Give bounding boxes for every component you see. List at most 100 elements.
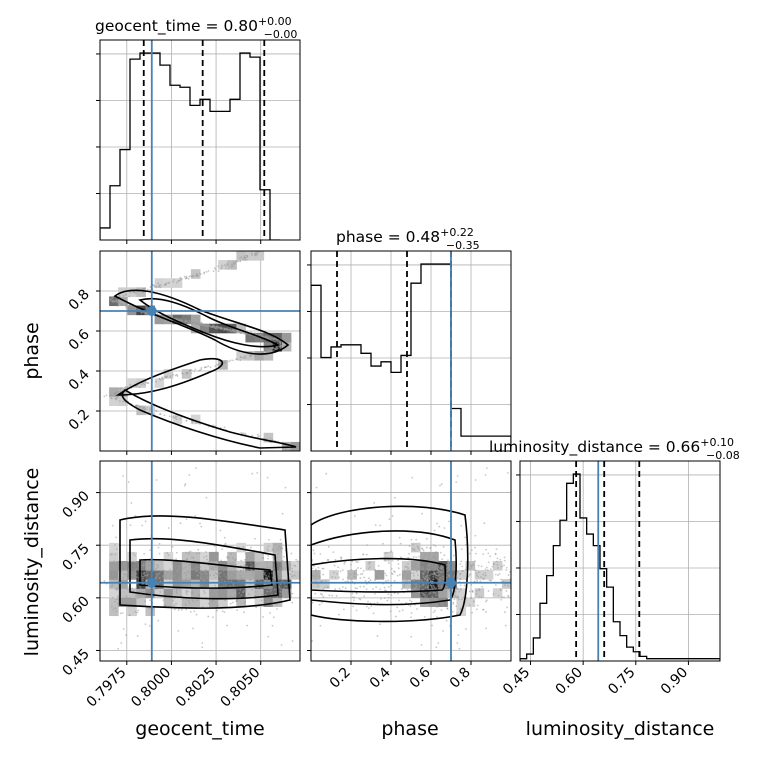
density-cell	[109, 561, 119, 571]
sample-point	[492, 593, 495, 595]
sample-point	[429, 599, 432, 602]
sample-point	[195, 613, 198, 616]
sample-point	[246, 565, 249, 568]
sample-point	[171, 562, 174, 565]
sample-point	[293, 564, 296, 567]
sample-point	[190, 369, 193, 372]
density-cell	[109, 597, 119, 607]
density-cell	[311, 570, 321, 580]
sample-point	[438, 578, 441, 581]
sample-point	[267, 598, 270, 601]
sample-point	[277, 553, 280, 555]
sample-point	[134, 569, 137, 572]
sample-point	[203, 579, 206, 582]
sample-point	[365, 553, 368, 556]
sample-point	[236, 358, 239, 361]
sample-point	[223, 573, 225, 576]
sample-point	[440, 602, 442, 604]
sample-point	[174, 374, 177, 377]
sample-point	[206, 573, 208, 575]
sample-point	[149, 408, 152, 411]
sample-point	[129, 601, 132, 604]
truth-point	[446, 577, 456, 588]
sample-point	[279, 583, 282, 586]
sample-point	[388, 518, 391, 521]
sample-point	[215, 326, 218, 329]
sample-point	[469, 563, 472, 566]
sample-point	[274, 592, 277, 595]
sample-point	[280, 568, 283, 571]
sample-point	[189, 611, 192, 613]
sample-point	[379, 588, 382, 591]
sample-point	[111, 297, 114, 300]
sample-point	[229, 585, 232, 588]
sample-point	[216, 609, 218, 612]
sample-point	[217, 579, 220, 582]
sample-point	[223, 426, 226, 429]
sample-point	[407, 567, 410, 570]
sample-point	[177, 609, 180, 611]
density-cell	[209, 551, 219, 562]
sample-point	[440, 483, 443, 485]
sample-point	[446, 573, 448, 576]
sample-point	[184, 483, 187, 485]
density-cell	[109, 579, 119, 589]
sample-point	[389, 551, 392, 554]
sample-point	[116, 595, 119, 598]
sample-point	[175, 558, 178, 561]
sample-point	[406, 589, 409, 591]
sample-point	[416, 608, 418, 610]
sample-point	[177, 567, 180, 570]
sample-point	[422, 573, 425, 575]
sample-point	[165, 282, 168, 285]
sample-point	[267, 557, 269, 560]
sample-point	[128, 304, 131, 307]
sample-point	[214, 557, 217, 560]
density-cell	[438, 579, 448, 589]
sample-point	[204, 573, 207, 575]
sample-point	[140, 383, 143, 386]
sample-point	[157, 564, 160, 567]
sample-point	[415, 593, 418, 596]
sample-point	[296, 560, 299, 563]
sample-point	[485, 627, 488, 630]
sample-point	[110, 605, 113, 608]
sample-point	[105, 394, 108, 397]
sample-point	[189, 572, 192, 575]
sample-point	[421, 588, 424, 591]
sample-point	[291, 570, 294, 572]
sample-point	[279, 548, 282, 550]
sample-point	[359, 585, 362, 588]
sample-point	[224, 576, 227, 578]
sample-point	[401, 609, 404, 612]
density-cell	[172, 570, 183, 580]
sample-point	[188, 474, 191, 476]
sample-point	[440, 585, 443, 588]
sample-point	[382, 542, 384, 545]
sample-point	[164, 589, 167, 592]
sample-point	[193, 370, 196, 373]
sample-point	[179, 417, 182, 420]
density-cell	[281, 570, 292, 580]
density-cell	[236, 351, 246, 361]
sample-point	[465, 628, 467, 630]
sample-point	[474, 560, 476, 563]
sample-point	[504, 624, 507, 627]
sample-point	[211, 325, 214, 328]
sample-point	[120, 570, 123, 573]
sample-point	[185, 551, 188, 554]
sample-point	[134, 595, 137, 598]
sample-point	[429, 592, 432, 595]
sample-point	[470, 549, 473, 552]
sample-point	[282, 590, 284, 593]
sample-point	[232, 557, 234, 559]
sample-point	[319, 624, 322, 627]
sample-point	[188, 551, 190, 554]
sample-point	[423, 598, 426, 601]
sample-point	[157, 546, 160, 549]
sample-point	[184, 277, 187, 280]
sample-point	[474, 479, 477, 481]
sample-point	[176, 375, 179, 377]
sample-point	[134, 601, 137, 604]
panel-luminosity-vs-phase: 0.2 0.4 0.6 0.8	[307, 460, 512, 692]
